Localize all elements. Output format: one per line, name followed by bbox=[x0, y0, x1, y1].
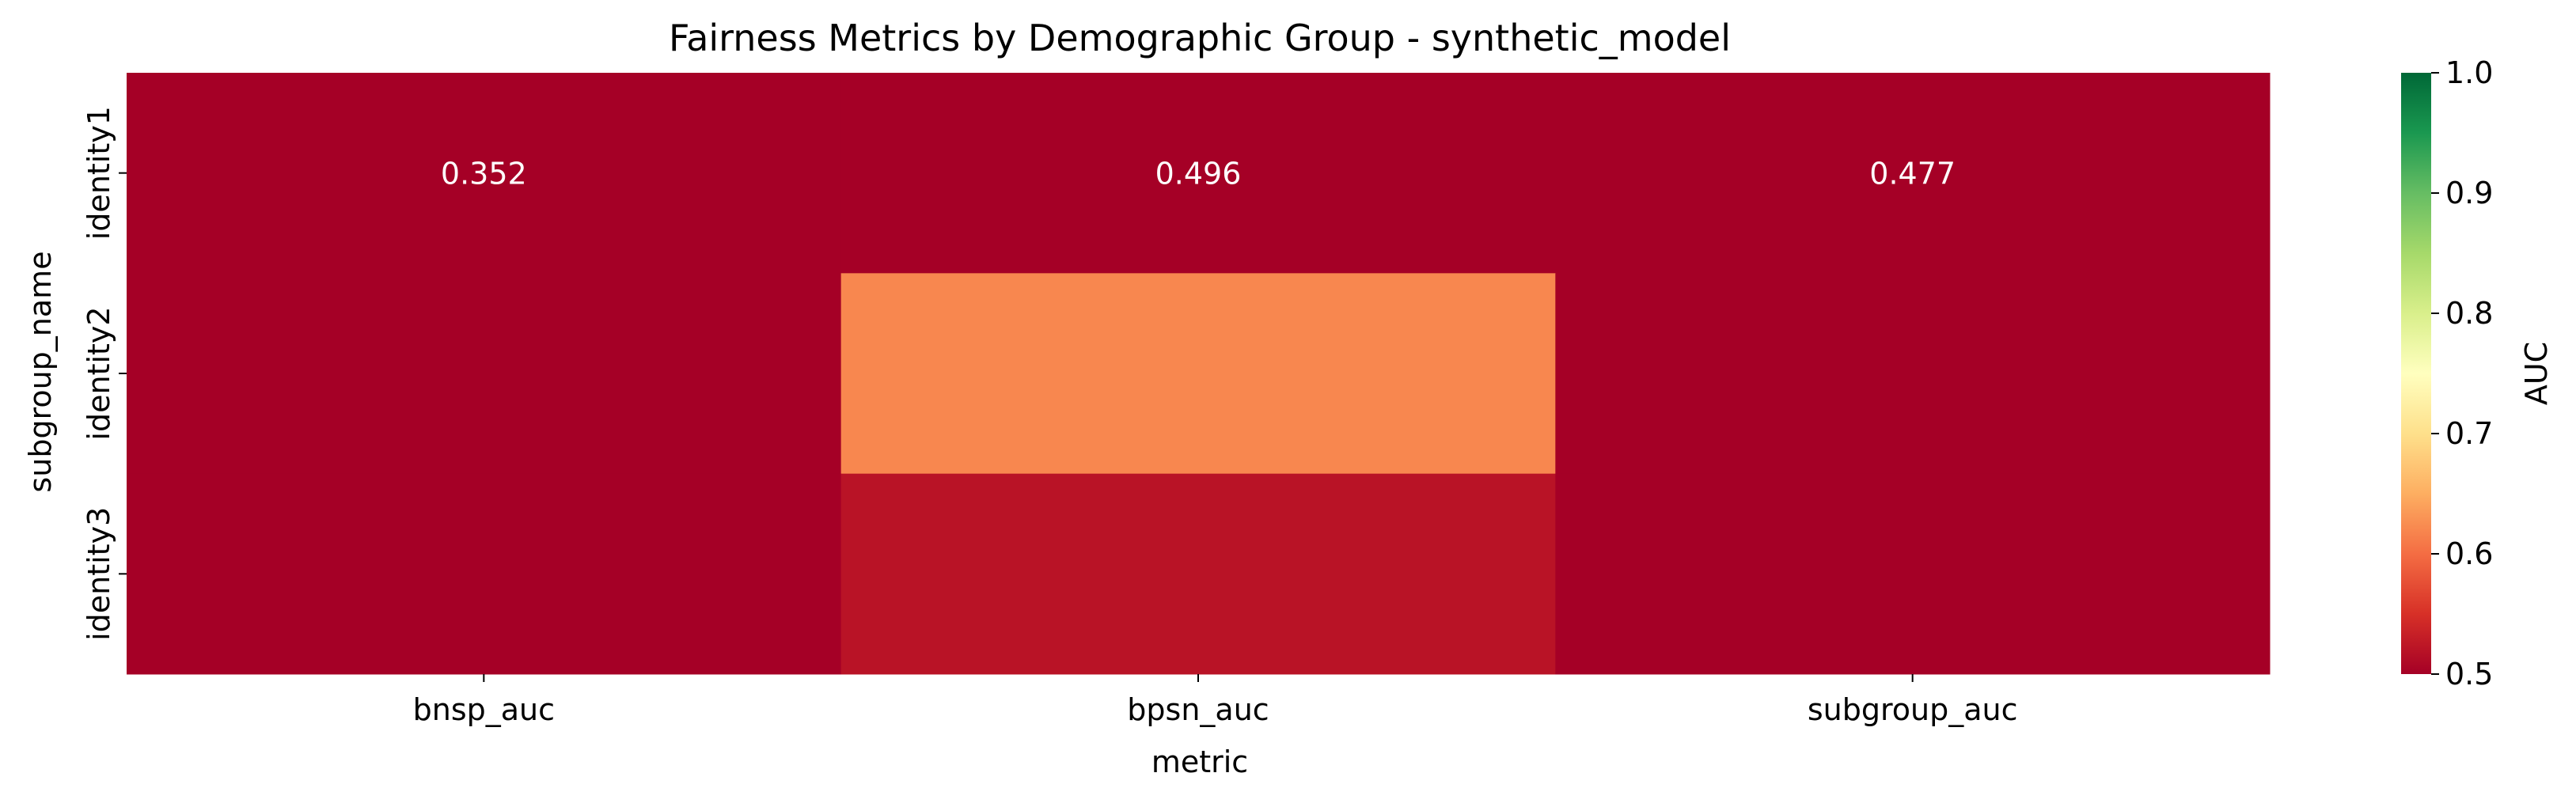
heatmap-cells bbox=[127, 73, 2271, 675]
heatmap-cell bbox=[1555, 73, 2271, 274]
y-axis: identity1 identity2 identity3 bbox=[82, 106, 127, 641]
cell-annotation: 0.477 bbox=[1869, 157, 1956, 191]
colorbar-tick-label: 0.7 bbox=[2445, 416, 2493, 451]
cell-annotation: 0.352 bbox=[441, 157, 527, 191]
heatmap-cell bbox=[840, 73, 1556, 274]
heatmap-cell bbox=[1555, 473, 2271, 675]
y-tick-label: identity3 bbox=[82, 507, 116, 641]
cell-annotations: 0.352 0.496 0.477 bbox=[441, 157, 1956, 191]
colorbar-tick-label: 0.8 bbox=[2445, 296, 2493, 331]
colorbar: 0.5 0.6 0.7 0.8 0.9 1.0 AUC bbox=[2401, 55, 2554, 691]
heatmap-cell bbox=[127, 273, 842, 475]
heatmap-cell bbox=[840, 473, 1556, 675]
heatmap-cell bbox=[127, 473, 842, 675]
x-tick-label: bnsp_auc bbox=[413, 692, 555, 727]
colorbar-tick-label: 0.5 bbox=[2445, 657, 2493, 691]
colorbar-tick-label: 1.0 bbox=[2445, 55, 2493, 90]
x-axis-label: metric bbox=[1151, 744, 1248, 779]
y-axis-label: subgroup_name bbox=[23, 251, 58, 492]
heatmap-cell bbox=[1555, 273, 2271, 475]
x-axis: bnsp_auc bpsn_auc subgroup_auc bbox=[413, 674, 2018, 727]
colorbar-ticks: 0.5 0.6 0.7 0.8 0.9 1.0 bbox=[2431, 55, 2493, 691]
colorbar-label: AUC bbox=[2519, 342, 2554, 405]
chart-title: Fairness Metrics by Demographic Group - … bbox=[669, 17, 1731, 59]
colorbar-gradient bbox=[2401, 73, 2431, 674]
colorbar-tick-label: 0.9 bbox=[2445, 176, 2493, 210]
y-tick-label: identity2 bbox=[82, 306, 116, 440]
heatmap-cell bbox=[840, 273, 1556, 475]
y-tick-label: identity1 bbox=[82, 106, 116, 240]
heatmap-cell bbox=[127, 73, 842, 274]
cell-annotation: 0.496 bbox=[1155, 157, 1242, 191]
colorbar-tick-label: 0.6 bbox=[2445, 536, 2493, 571]
x-tick-label: bpsn_auc bbox=[1127, 692, 1269, 727]
x-tick-label: subgroup_auc bbox=[1808, 692, 2018, 727]
